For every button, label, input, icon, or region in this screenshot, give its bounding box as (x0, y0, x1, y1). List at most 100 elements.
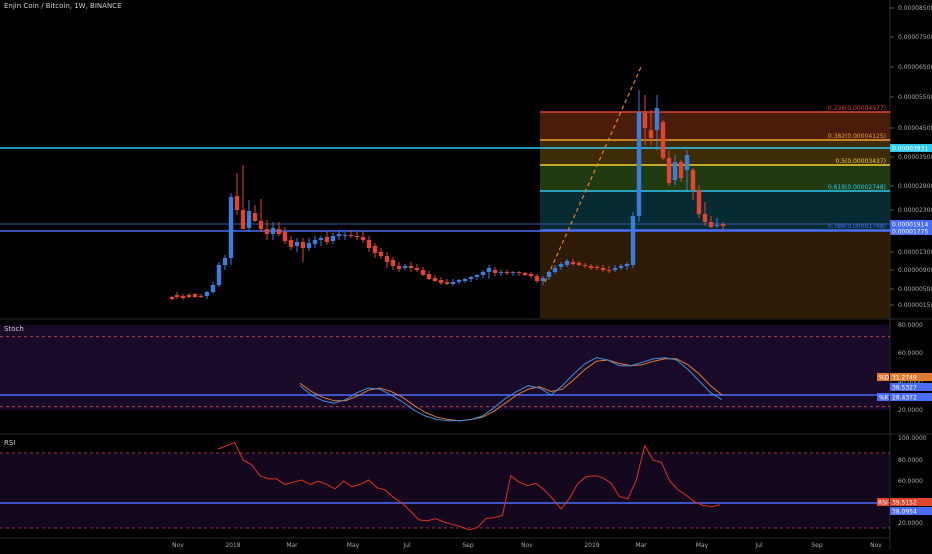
x-tick-label: Jul (402, 542, 411, 549)
candle-body (642, 113, 648, 128)
rsi-tag (890, 507, 932, 515)
candle-body (672, 162, 678, 180)
candle-body (600, 268, 606, 270)
candle-body (714, 225, 720, 226)
candle-body (474, 275, 480, 277)
candle-body (384, 256, 390, 262)
candle-body (402, 266, 408, 268)
candle-body (696, 190, 702, 214)
candle-body (636, 112, 642, 216)
candle-body (510, 272, 516, 273)
candle-body (420, 270, 426, 275)
candle-body (312, 240, 318, 244)
candle-body (570, 262, 576, 264)
candle-body (708, 222, 714, 227)
stoch-tag-label: 28.4372 (892, 395, 917, 402)
rsi-y-label: 80.0000 (898, 457, 923, 464)
y-tick-label: 0.00008500 (898, 5, 932, 12)
candle-body (318, 238, 324, 240)
candle-body (210, 285, 216, 292)
candle-body (576, 263, 582, 265)
candle-body (468, 277, 474, 279)
candle-body (294, 242, 300, 246)
candle-body (240, 210, 246, 229)
candle-body (486, 268, 492, 272)
stoch-y-label: 80.0000 (898, 322, 923, 329)
y-tick-label: 0.00002900 (898, 183, 932, 190)
rsi-y-label: 100.0000 (898, 435, 927, 442)
x-tick-label: Jul (754, 542, 763, 549)
stoch-tag-badge (877, 393, 889, 401)
candle-body (360, 237, 366, 240)
rsi-tag-badge (877, 498, 889, 506)
candle-body (498, 272, 504, 273)
candle-body (246, 211, 252, 228)
rsi-band (0, 453, 890, 528)
candle-body (690, 170, 696, 190)
candle-body (300, 242, 306, 248)
rsi-line (217, 441, 721, 531)
price-tag-label: 0.00001775 (892, 229, 928, 236)
candle-body (540, 278, 546, 281)
candle-body (396, 266, 402, 269)
candle-body (558, 264, 564, 267)
candle-body (186, 295, 192, 297)
x-tick-label: Sep (462, 542, 474, 549)
x-tick-label: Nov (172, 542, 184, 549)
fib-label: 0.786(0.00001768) (828, 223, 886, 230)
rsi-tag-badge-label: RSI (878, 500, 888, 507)
x-tick-label: May (347, 542, 360, 549)
candle-body (456, 280, 462, 282)
stoch-tag-badge-label: %K (879, 395, 890, 402)
stoch-tag-badge (877, 373, 889, 381)
candle-body (528, 274, 534, 276)
candle-body (390, 260, 396, 266)
price-tag (890, 220, 932, 228)
candle-body (480, 272, 486, 275)
candle-body (192, 294, 198, 297)
fib-zone-1 (540, 112, 890, 140)
candle-body (654, 108, 660, 130)
candle-body (504, 272, 510, 273)
fib-label: 0.5(0.00003437) (836, 158, 887, 165)
fib-zone-2 (540, 140, 890, 165)
stoch-tag (890, 373, 932, 381)
fib-label: 0.618(0.00002748) (828, 184, 886, 191)
candle-body (234, 196, 240, 210)
candle-body (372, 246, 378, 253)
y-tick-label: 0.00000500 (898, 286, 932, 293)
candle-body (684, 155, 690, 170)
candle-body (342, 235, 348, 236)
candle-body (612, 268, 618, 270)
candle-body (552, 268, 558, 272)
x-tick-label: Mar (286, 542, 298, 549)
candle-body (354, 236, 360, 237)
x-tick-label: May (696, 542, 709, 549)
candle-body (534, 276, 540, 281)
stoch-tag-badge-label: %D (879, 375, 890, 382)
rsi-tag (890, 498, 932, 506)
candle-body (618, 266, 624, 268)
candle-body (270, 228, 276, 234)
candle-body (666, 158, 672, 183)
candle-body (444, 282, 450, 284)
rsi-tag-label: 38.0954 (892, 509, 917, 516)
y-tick-label: 0.00000900 (898, 267, 932, 274)
fib-label: 0.382(0.00004125) (828, 133, 886, 140)
y-tick-label: 0.00007500 (898, 34, 932, 41)
candle-body (678, 162, 684, 178)
candle-body (432, 278, 438, 281)
candle-body (348, 235, 354, 236)
candle-body (288, 240, 294, 247)
candle-body (378, 252, 384, 256)
candle-body (216, 265, 222, 285)
stoch-d-line (299, 358, 723, 422)
x-tick-label: 2019 (584, 542, 599, 549)
x-tick-label: Sep (811, 542, 823, 549)
stoch-tag (890, 393, 932, 401)
y-tick-label: 0.00004500 (898, 125, 932, 132)
price-tag-label: 0.00001914 (892, 222, 928, 229)
projection-line (544, 66, 642, 283)
price-tag (890, 227, 932, 235)
